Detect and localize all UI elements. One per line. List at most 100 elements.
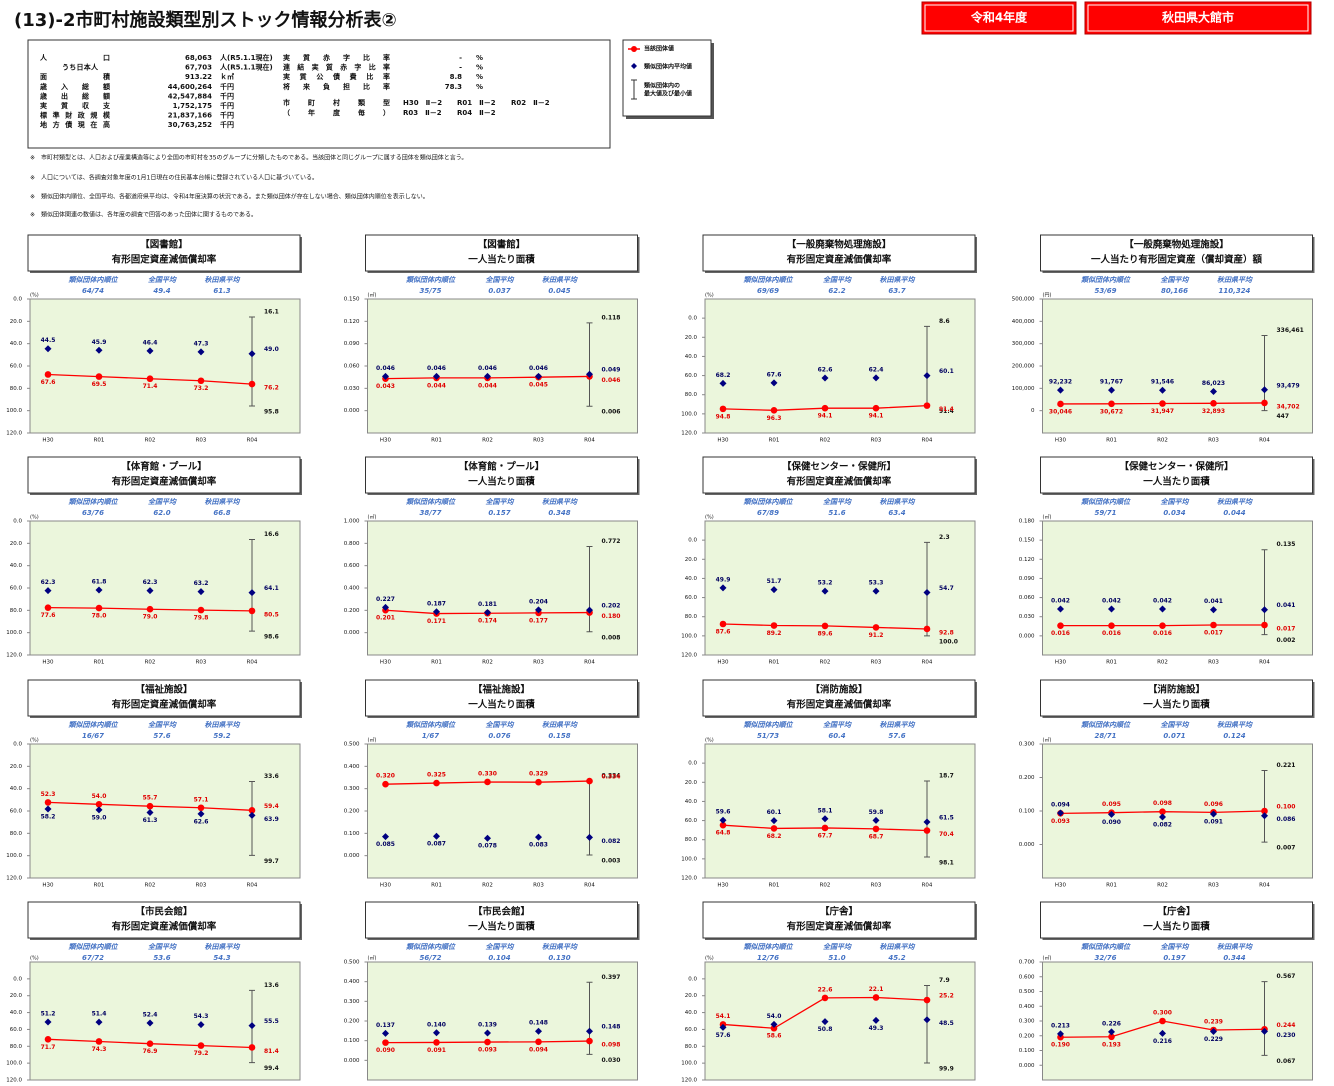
value-label: 58.1 [818, 807, 833, 814]
note: ※ 類似団体関連の数値は、各年度の調査で回答のあった団体に関するものである。 [30, 211, 257, 219]
chart-title: 【消防施設】 [1148, 684, 1205, 696]
y-tick-label: 120.0 [681, 1078, 697, 1084]
title-box [702, 456, 976, 494]
y-tick-label: 0.100 [1019, 809, 1035, 815]
value-label: 0.042 [1102, 598, 1121, 605]
value-label: 0.201 [376, 615, 395, 622]
unit-label: (㎡) [368, 292, 377, 299]
value-label: 79.8 [194, 615, 209, 622]
y-tick-label: 20.0 [10, 993, 23, 999]
minmax-label: 98.6 [264, 634, 279, 641]
x-tick-label: R03 [871, 438, 882, 444]
average-point [1261, 1027, 1268, 1035]
value-label: 0.334 [602, 774, 621, 781]
value-point [1108, 1033, 1115, 1041]
y-tick-label: 0.0 [13, 297, 22, 303]
average-point [1261, 386, 1268, 394]
minmax-label: 100.0 [939, 638, 958, 645]
note: ※ 人口については、各調査対象年度の1月1日現在の住民基本台帳に登録されている人… [30, 174, 318, 182]
stat-label: 秋田県平均 [542, 942, 578, 951]
value-label: 0.094 [529, 1046, 548, 1053]
stat-label: 全国平均 [148, 720, 177, 729]
average-point [1159, 1029, 1166, 1037]
plot-area [367, 298, 638, 434]
y-tick-label: 80.0 [10, 1044, 23, 1050]
value-label: 59.6 [716, 809, 731, 816]
average-point [248, 589, 256, 597]
y-tick-label: 0.300 [1019, 1019, 1035, 1025]
value-label: 32,893 [1202, 408, 1225, 415]
info-label: （年度毎） [283, 108, 390, 117]
value-label: 93,479 [1277, 382, 1300, 389]
value-label: 0.227 [376, 596, 395, 603]
minmax-bar [249, 539, 255, 632]
value-point [923, 625, 931, 633]
stat-label: 秋田県平均 [205, 720, 241, 729]
stat-label: 類似団体内順位 [744, 497, 794, 506]
y-tick-label: 0.090 [1019, 576, 1035, 582]
stat-label: 秋田県平均 [1217, 275, 1253, 284]
value-point [770, 825, 778, 832]
info-unit: 人(R5.1.1現在) [220, 53, 273, 62]
stat-value: 110,324 [1219, 287, 1251, 295]
info-value: 42,547,884 [168, 92, 212, 100]
value-label: 92,232 [1049, 379, 1072, 386]
plot-area [1042, 520, 1313, 656]
average-point [535, 372, 542, 380]
y-tick-label: 0.300 [344, 999, 360, 1005]
x-tick-label: R01 [94, 660, 105, 666]
value-point [1261, 621, 1268, 629]
stat-value: 0.104 [488, 954, 510, 962]
value-label: 0.190 [1051, 1042, 1070, 1049]
plot-area [29, 520, 301, 656]
average-point [1108, 605, 1115, 613]
stat-value: 16/67 [82, 732, 104, 740]
y-tick-label: 0.500 [344, 742, 360, 748]
y-tick-label: 60.0 [10, 586, 23, 592]
legend-diamond [631, 63, 637, 69]
x-tick-label: R02 [145, 438, 156, 444]
note: ※ 類似団体内順位、全国平均、各都道府県平均は、令和4年度決算の状況である。また… [30, 193, 429, 201]
value-label: 63.2 [194, 580, 209, 587]
info-unit: 千円 [220, 120, 234, 129]
city: 秋田県大館市 [1162, 10, 1234, 25]
value-point [1159, 1017, 1166, 1025]
y-tick-label: 60.0 [685, 595, 698, 601]
value-point [1057, 622, 1064, 629]
value-label: 61.5 [939, 815, 954, 822]
unit-label: (%) [30, 956, 39, 962]
value-label: 0.090 [376, 1047, 395, 1054]
note: ※ 市町村類型とは、人口および産業構造等により全国の市町村を35のグループに分類… [30, 154, 467, 162]
average-point [248, 350, 256, 358]
minmax-label: 33.6 [264, 773, 279, 780]
minmax-label: 99.7 [264, 858, 279, 865]
minmax-label: 0.030 [602, 1057, 621, 1064]
y-tick-label: 300,000 [1012, 341, 1035, 347]
value-label: 54.7 [939, 585, 954, 592]
average-point [821, 587, 829, 595]
stat-value: 60.4 [828, 732, 845, 740]
stat-value: 62.2 [828, 287, 845, 295]
plot-area [704, 961, 976, 1081]
value-label: 30,672 [1100, 408, 1123, 415]
y-tick-label: 0.100 [344, 1038, 360, 1044]
average-point [248, 811, 256, 819]
value-label: 0.300 [1153, 1010, 1172, 1017]
y-tick-label: 0.500 [1019, 989, 1035, 995]
stat-value: 59.2 [213, 732, 230, 740]
y-tick-label: 0.150 [1019, 538, 1035, 544]
year: 令和4年度 [970, 10, 1028, 25]
x-tick-label: R03 [533, 438, 544, 444]
title-box [1040, 456, 1313, 494]
y-tick-label: 0.800 [344, 541, 360, 547]
plot-area [367, 743, 638, 879]
x-tick-label: R01 [431, 438, 442, 444]
average-point [484, 1029, 491, 1037]
stat-label: 秋田県平均 [205, 942, 241, 951]
stat-label: 全国平均 [823, 275, 852, 284]
value-label: 0.083 [529, 842, 548, 849]
average-point [197, 348, 205, 356]
x-tick-label: H30 [42, 883, 54, 889]
value-point [95, 1038, 103, 1045]
minmax-label: 98.1 [939, 860, 954, 867]
